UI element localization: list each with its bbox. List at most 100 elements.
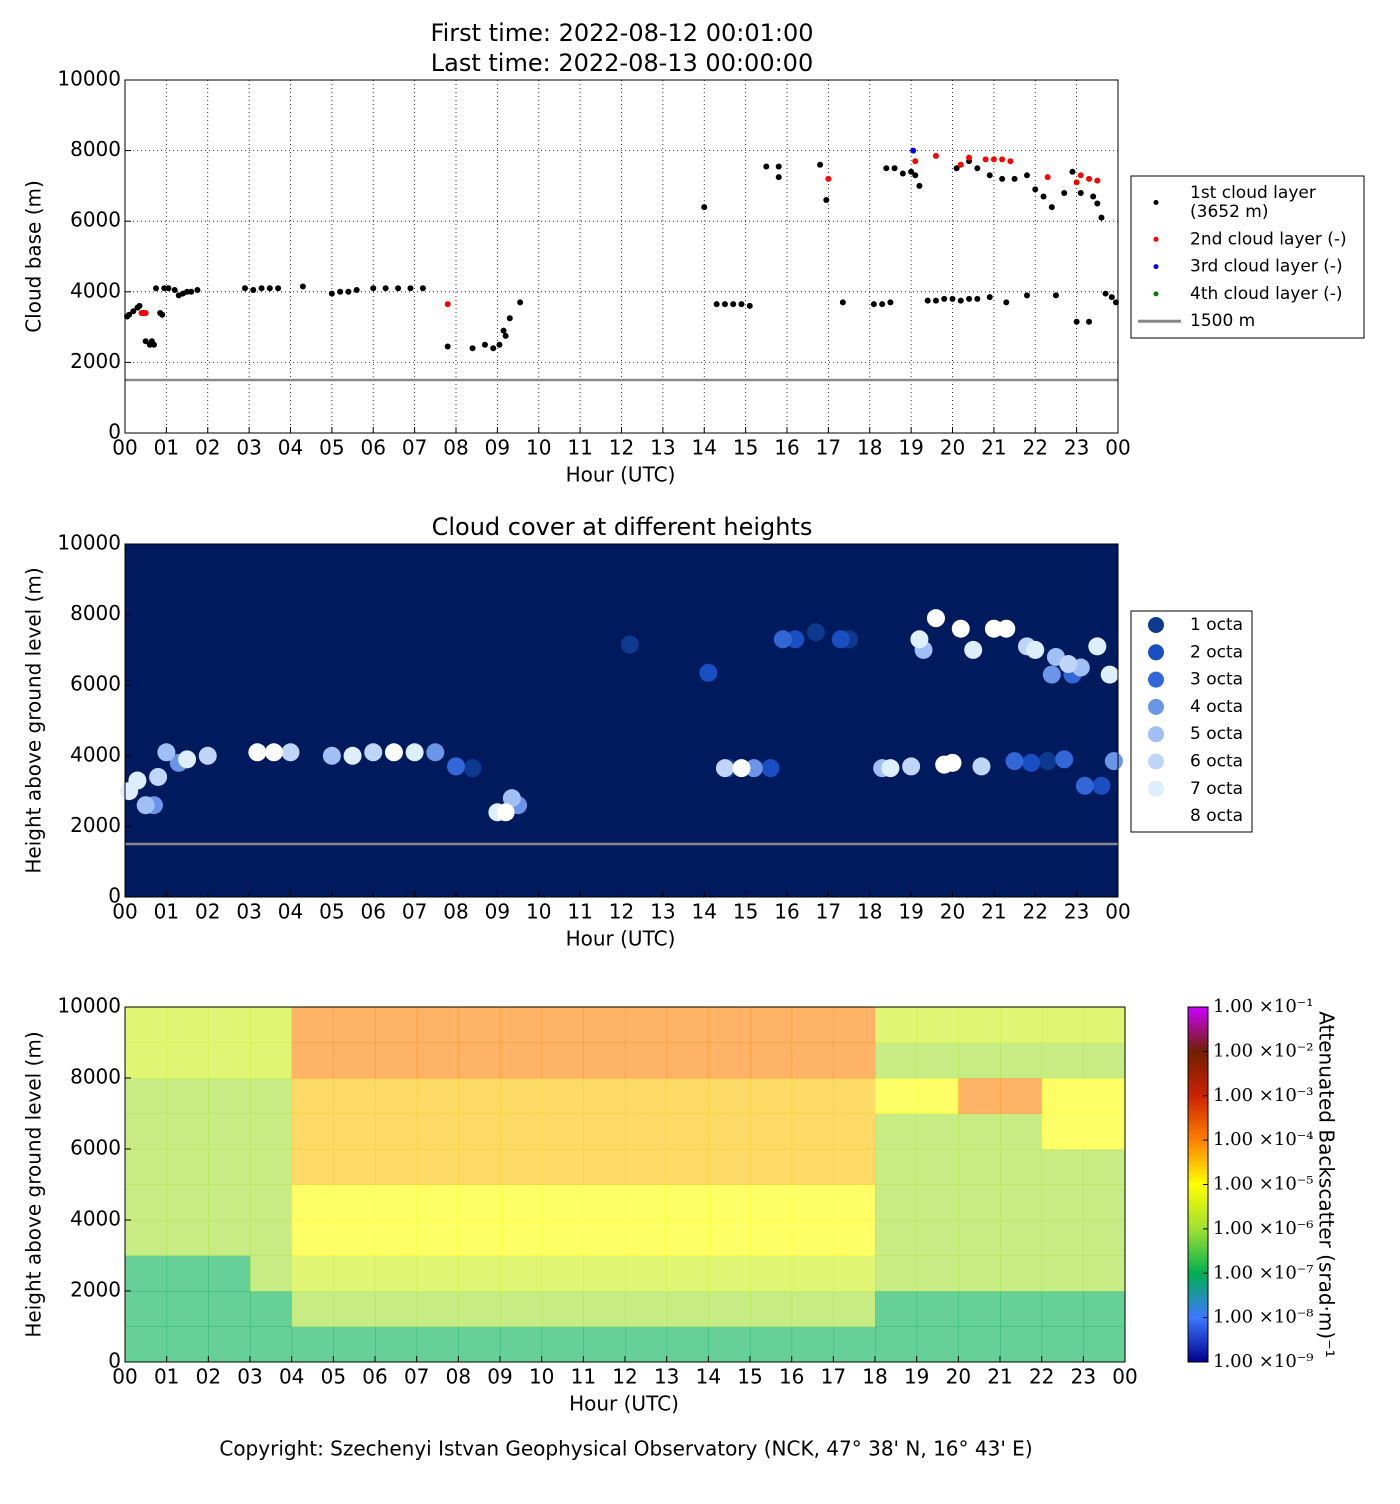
- point: [142, 338, 149, 345]
- x-tick-label: 02: [195, 900, 220, 924]
- heat-cell: [458, 1078, 501, 1114]
- y-tick-label: 2000: [70, 813, 121, 837]
- point: [1059, 655, 1078, 674]
- point: [126, 311, 133, 318]
- heat-cell: [583, 1078, 626, 1114]
- heat-cell: [583, 1184, 626, 1221]
- heat-cell: [333, 1184, 376, 1221]
- x-tick-label: 09: [485, 436, 510, 460]
- point: [447, 757, 465, 776]
- point: [266, 285, 273, 292]
- heat-cell: [416, 1149, 459, 1185]
- heat-cell: [1041, 1149, 1084, 1185]
- chart-title: Last time: 2022-08-13 00:00:00: [431, 49, 813, 77]
- heat-cell: [541, 1007, 584, 1043]
- heat-cell: [291, 1042, 334, 1079]
- x-tick-label: 06: [361, 900, 386, 924]
- point: [620, 635, 639, 654]
- point: [128, 771, 147, 790]
- x-tick-label: 15: [733, 436, 758, 460]
- heat-cell: [791, 1291, 834, 1327]
- heat-cell: [916, 1042, 959, 1079]
- heat-cell: [458, 1149, 501, 1185]
- heat-cell: [875, 1220, 918, 1256]
- heat-cell: [166, 1184, 209, 1221]
- point: [370, 285, 377, 292]
- heat-cell: [666, 1149, 709, 1185]
- heat-cell: [833, 1078, 876, 1114]
- heat-cell: [208, 1326, 251, 1363]
- heat-cell: [250, 1291, 293, 1327]
- y-tick-label: 6000: [70, 672, 121, 696]
- heat-cell: [1041, 1326, 1084, 1363]
- heat-cell: [916, 1184, 959, 1221]
- heat-cell: [1083, 1007, 1126, 1043]
- colorbar-tick-label: 1.00 ×10⁻⁴: [1213, 1129, 1314, 1150]
- x-tick-label: 06: [362, 1365, 387, 1389]
- heat-cell: [750, 1113, 793, 1150]
- heat-cell: [416, 1184, 459, 1221]
- point: [953, 165, 960, 172]
- legend-marker: [1153, 291, 1159, 297]
- heat-cell: [166, 1078, 209, 1114]
- heat-cell: [916, 1291, 959, 1327]
- colorbar-tick-label: 1.00 ×10⁻⁸: [1213, 1307, 1314, 1328]
- x-tick-label: 13: [654, 1365, 679, 1389]
- heat-cell: [291, 1220, 334, 1256]
- point: [1048, 204, 1055, 211]
- heat-cell: [1000, 1113, 1043, 1150]
- heat-cell: [916, 1326, 959, 1363]
- x-tick-label: 00: [112, 1365, 137, 1389]
- heat-cell: [416, 1078, 459, 1114]
- point: [1102, 290, 1109, 297]
- point: [1007, 158, 1014, 165]
- point: [1088, 637, 1107, 656]
- heat-cell: [458, 1042, 501, 1079]
- heat-cell: [1000, 1291, 1043, 1327]
- heat-cell: [500, 1184, 543, 1221]
- heat-cell: [875, 1291, 918, 1327]
- heat-cell: [166, 1042, 209, 1079]
- heat-cell: [541, 1255, 584, 1292]
- heat-cell: [458, 1007, 501, 1043]
- heat-cell: [500, 1149, 543, 1185]
- heat-cell: [125, 1149, 168, 1185]
- legend-label: 1st cloud layer (3652 m): [1190, 183, 1316, 222]
- x-tick-label: 16: [774, 436, 799, 460]
- heat-cell: [125, 1078, 168, 1114]
- y-tick-label: 6000: [70, 208, 121, 232]
- heat-cell: [541, 1078, 584, 1114]
- point: [974, 295, 981, 302]
- heat-cell: [958, 1291, 1001, 1327]
- point: [343, 746, 362, 765]
- point: [345, 288, 352, 295]
- point: [786, 630, 805, 649]
- point: [1011, 175, 1018, 182]
- x-tick-label: 23: [1064, 900, 1089, 924]
- heat-cell: [375, 1078, 418, 1114]
- legend-label: 1 octa: [1190, 615, 1243, 635]
- point: [817, 161, 824, 168]
- heat-cell: [1041, 1291, 1084, 1327]
- x-tick-label: 04: [278, 436, 303, 460]
- legend-label: 3rd cloud layer (-): [1190, 257, 1343, 277]
- heat-cell: [1000, 1255, 1043, 1292]
- point: [699, 663, 718, 682]
- point: [1023, 292, 1030, 299]
- legend-marker: [1148, 671, 1164, 688]
- heat-cell: [875, 1113, 918, 1150]
- heat-cell: [333, 1078, 376, 1114]
- point: [264, 743, 283, 762]
- y-tick-label: 4000: [70, 742, 121, 766]
- heat-cell: [208, 1078, 251, 1114]
- heat-cell: [375, 1220, 418, 1256]
- heat-cell: [541, 1220, 584, 1256]
- legend-marker: [1148, 698, 1164, 715]
- heat-cell: [291, 1113, 334, 1150]
- point: [902, 757, 921, 776]
- x-tick-label: 02: [196, 1365, 221, 1389]
- legend-box: [1130, 175, 1365, 339]
- point: [1094, 200, 1101, 207]
- heat-cell: [166, 1291, 209, 1327]
- plot-background: [125, 544, 1118, 897]
